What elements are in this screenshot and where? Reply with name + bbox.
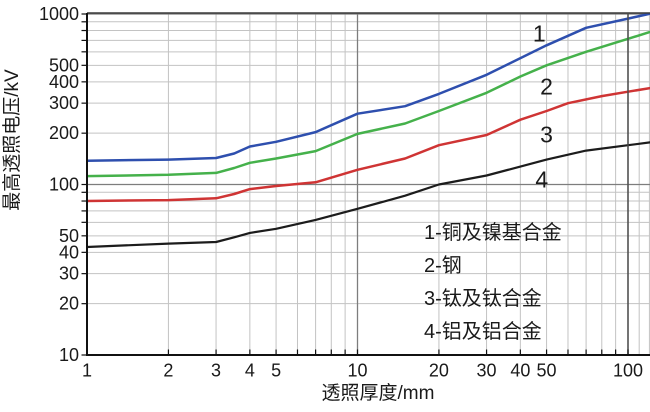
y-axis-title: 最高透照电压/kV bbox=[1, 69, 23, 211]
legend-item-copper-nickel: 1-铜及镍基合金 bbox=[424, 221, 562, 244]
y-tick-label: 300 bbox=[49, 93, 79, 113]
legend: 1-铜及镍基合金 2-钢 3-钛及钛合金 4-铝及铝合金 bbox=[424, 221, 562, 343]
y-tick-label: 50 bbox=[59, 226, 79, 246]
y-tick-label: 10 bbox=[59, 345, 79, 365]
curve-label-4: 4 bbox=[535, 166, 548, 192]
curve-number-labels: 1 2 3 4 bbox=[533, 20, 553, 192]
curves bbox=[87, 12, 650, 249]
x-tick-label: 100 bbox=[613, 361, 643, 381]
y-tick-label: 40 bbox=[59, 242, 79, 262]
curve-label-2: 2 bbox=[540, 74, 553, 100]
tick-labels: 1 2 3 4 5 10 20 30 40 50 1001020304050100200300400… bbox=[39, 4, 643, 381]
curve-4 bbox=[87, 141, 650, 249]
x-tick-label: 20 bbox=[429, 361, 449, 381]
x-tick-label: 5 bbox=[271, 361, 281, 381]
x-tick-label: 2 bbox=[163, 361, 173, 381]
grid bbox=[87, 13, 650, 355]
x-tick-label: 40 bbox=[510, 361, 530, 381]
y-tick-label: 100 bbox=[49, 175, 79, 195]
legend-item-aluminum: 4-铝及铝合金 bbox=[424, 320, 542, 343]
legend-item-titanium: 3-钛及钛合金 bbox=[424, 287, 542, 310]
y-tick-label: 30 bbox=[59, 264, 79, 284]
y-tick-label: 500 bbox=[49, 55, 79, 75]
y-tick-label: 1000 bbox=[39, 4, 79, 24]
y-tick-label: 400 bbox=[49, 72, 79, 92]
axes bbox=[81, 12, 650, 356]
curve-2 bbox=[87, 30, 650, 178]
x-tick-label: 1 bbox=[82, 361, 92, 381]
x-tick-label: 4 bbox=[245, 361, 255, 381]
x-tick-label: 10 bbox=[347, 361, 367, 381]
curve-label-1: 1 bbox=[533, 20, 546, 46]
x-tick-label: 50 bbox=[537, 361, 557, 381]
curve-label-3: 3 bbox=[540, 121, 553, 147]
x-tick-label: 30 bbox=[477, 361, 497, 381]
x-tick-label: 3 bbox=[211, 361, 221, 381]
x-axis-title: 透照厚度/mm bbox=[322, 382, 435, 404]
curve-3 bbox=[87, 86, 650, 203]
curve-1 bbox=[87, 12, 650, 162]
legend-item-steel: 2-钢 bbox=[424, 254, 462, 277]
y-tick-label: 20 bbox=[59, 294, 79, 314]
y-tick-label: 200 bbox=[49, 123, 79, 143]
